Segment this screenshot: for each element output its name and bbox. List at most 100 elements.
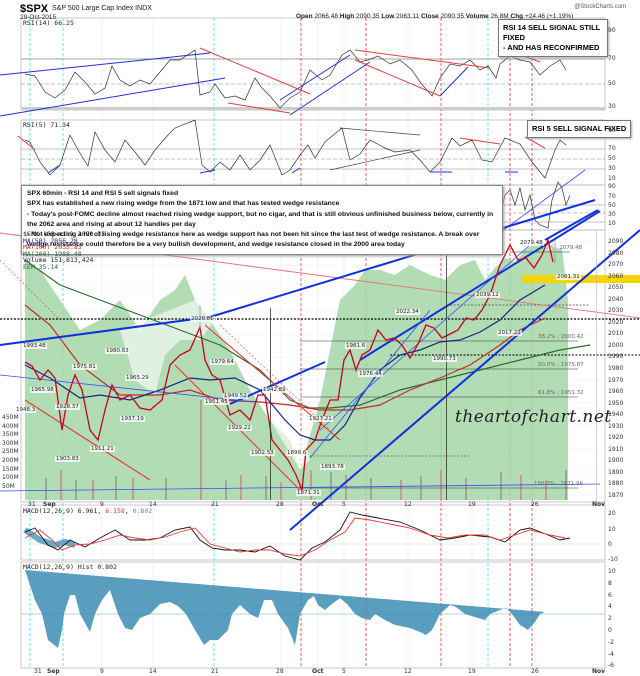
eem-ytick: 70 <box>608 193 616 200</box>
price-ytick: 2080 <box>608 249 624 257</box>
price-point-label: 1929.22 <box>227 425 252 431</box>
macd-panel-frame <box>20 504 606 561</box>
price-point-label: 1928.37 <box>55 404 80 410</box>
x-tick: Oct <box>312 501 324 508</box>
price-ytick: 1880 <box>608 480 624 488</box>
price-point-label: 2022.34 <box>395 309 420 315</box>
eem-ytick: 30 <box>608 211 616 218</box>
rsi14-ytick: 70 <box>608 55 616 62</box>
price-point-label: 1871.31 <box>296 490 321 496</box>
price-point-label: 2017.22 <box>497 330 522 336</box>
x-tick: 19 <box>468 668 476 675</box>
macd-hist-ytick: 0 <box>608 626 612 634</box>
price-ytick: 1920 <box>608 434 624 442</box>
rsi5-ytick: 10 <box>608 175 616 182</box>
rsi14-annotation-line: - AND HAS RECONFIRMED <box>503 43 600 52</box>
chg-value: +24.46 (+1.19%) <box>524 13 574 20</box>
macd-ytick: 10 <box>608 526 616 533</box>
price-point-label: 1979.64 <box>210 359 235 365</box>
rsi5-panel-frame <box>20 119 606 186</box>
macd-ytick: 0 <box>608 541 612 548</box>
chart-date: 29-Oct-2015 <box>20 14 57 21</box>
rsi5-label: RSI(5) 71.34 <box>23 121 70 129</box>
macd-hist-panel-frame <box>20 561 606 669</box>
rsi5-annotation-line: RSI 5 SELL SIGNAL FIXED <box>532 124 627 133</box>
price-point-label: 2039.12 <box>475 292 500 298</box>
price-point-label: 1965.29 <box>125 375 150 381</box>
price-ytick: 2040 <box>608 295 624 303</box>
rsi14-label: RSI(14) 66.25 <box>23 19 74 27</box>
x-tick: 9 <box>100 501 104 508</box>
price-point-label: 2061.31 <box>556 274 581 280</box>
price-point-label: 1948.3 <box>15 407 37 413</box>
open-label: Open <box>296 13 313 20</box>
rsi14-annotation-line: RSI 14 SELL SIGNAL STILL FIXED <box>503 23 601 42</box>
price-ytick: 1890 <box>608 468 624 476</box>
price-ytick: 1970 <box>608 376 624 384</box>
macd-hist-ytick: 2 <box>608 615 612 623</box>
price-ytick: 2010 <box>608 330 624 338</box>
eem-ytick: 50 <box>608 202 616 209</box>
volume-tick: 150M <box>2 465 19 473</box>
x-tick: Sep <box>43 501 56 508</box>
x-tick: 5 <box>342 668 346 675</box>
macd-hist-ytick: 10 <box>608 568 616 575</box>
x-tick: 12 <box>404 501 412 508</box>
price-point-label: 1949.52 <box>223 393 248 399</box>
x-tick: Nov <box>592 668 606 675</box>
x-tick: 31 <box>34 668 42 675</box>
price-ytick: 1900 <box>608 457 624 465</box>
x-tick: Oct <box>312 668 324 675</box>
volume-tick: 450M <box>2 414 19 421</box>
x-tick: 19 <box>468 501 476 508</box>
comment-line: SPX has established a new rising wedge f… <box>27 200 340 208</box>
price-point-label: 1951.45 <box>204 399 229 405</box>
rsi14-ytick: 30 <box>608 103 616 110</box>
price-point-label: 1903.83 <box>55 456 80 462</box>
price-ytick: 1960 <box>608 388 624 396</box>
x-tick: 26 <box>531 501 539 508</box>
price-point-label: 1911.21 <box>90 446 115 452</box>
volume-label: Volume <box>465 13 489 20</box>
x-axis-top: 31 Sep 9 14 21 28 Oct 5 12 19 26 Nov <box>0 501 640 509</box>
macd-value: 6.961 <box>77 507 98 515</box>
volume-tick: 250M <box>2 448 19 456</box>
price-point-label: 1981.6 <box>345 343 367 349</box>
x-tick: 26 <box>531 668 539 675</box>
macd-ytick: -10 <box>608 556 618 563</box>
x-tick: 21 <box>211 501 219 508</box>
rsi5-ytick: 70 <box>608 145 616 152</box>
macd-label: MACD(12,26,9) 6.961, 6.158, 0.802 <box>23 507 153 515</box>
close-value: 2090.35 <box>440 13 464 20</box>
price-ytick: 2060 <box>608 272 624 280</box>
rsi5-annotation: RSI 5 SELL SIGNAL FIXED <box>527 120 632 138</box>
comment-line: - Not expecting a hit of rising wedge re… <box>27 231 480 249</box>
macd-hist-ytick: 6 <box>608 591 612 599</box>
comment-line: - Today's post-FOMC decline almost reach… <box>27 210 494 228</box>
price-ytick: 2000 <box>608 341 624 349</box>
fib-label: 0.0% : 2079.48 <box>540 245 583 251</box>
price-ytick: 2020 <box>608 318 624 326</box>
rsi14-ytick: 50 <box>608 80 616 87</box>
price-ytick: 1990 <box>608 353 624 361</box>
comment-title: SPX 60min - RSI 14 and RSI 5 sell signal… <box>27 190 179 197</box>
x-tick: 14 <box>149 668 157 675</box>
fib-label: 38.2% : 2000.42 <box>538 334 584 340</box>
macd-hist-label: MACD(12,26,9) Hist 0.802 <box>23 563 117 571</box>
price-point-label: 2020.86 <box>190 316 215 322</box>
volume-tick: 100M <box>2 474 19 482</box>
macd-hist-ytick: 8 <box>608 579 612 587</box>
price-ytick: 2050 <box>608 284 624 292</box>
legend-eem: EEM 35.14 <box>23 262 59 271</box>
x-tick: 21 <box>211 668 219 675</box>
analysis-comment: SPX 60min - RSI 14 and RSI 5 sell signal… <box>21 185 503 255</box>
legend-ma100: MA(100) 2035.83 <box>23 243 82 252</box>
volume-tick: 300M <box>2 439 19 447</box>
price-point-label: 1975.81 <box>72 364 97 370</box>
symbol: $SPX <box>20 3 49 15</box>
high-value: 2090.35 <box>356 13 380 20</box>
price-ytick: 1950 <box>608 399 624 407</box>
x-tick: 9 <box>100 668 104 675</box>
price-point-label: 1942.89 <box>262 387 287 393</box>
